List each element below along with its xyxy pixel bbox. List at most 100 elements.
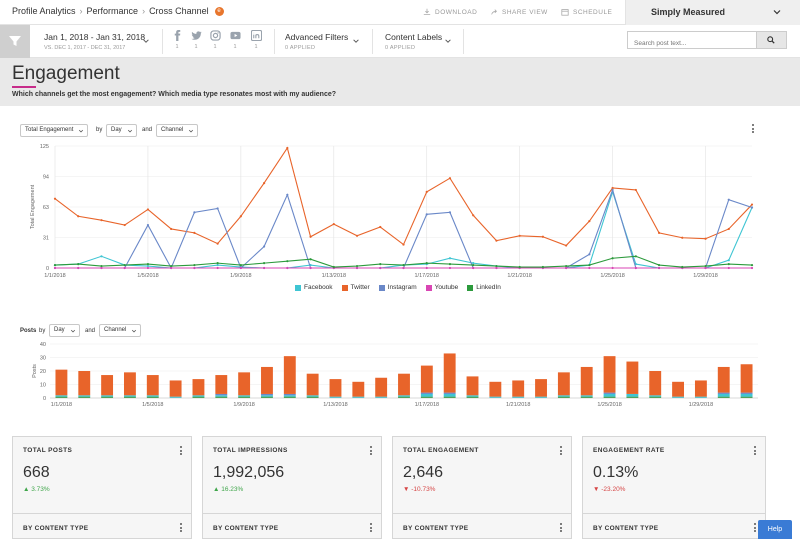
bar-segment-linkedin <box>261 396 273 398</box>
data-point-linkedin <box>402 263 405 267</box>
kpi-menu-icon[interactable] <box>754 446 757 456</box>
chevron-down-icon[interactable] <box>444 37 452 45</box>
posts-period-value: Day <box>54 327 65 333</box>
kpi-change-value: 16.23% <box>221 486 244 493</box>
advanced-filters-dropdown[interactable]: Advanced Filters 0 APPLIED <box>285 32 348 51</box>
kpi-menu-icon[interactable] <box>370 446 373 456</box>
schedule-label: SCHEDULE <box>573 8 613 16</box>
bar-segment-twitter <box>169 380 182 397</box>
data-point-linkedin <box>518 265 521 269</box>
kpi-menu-icon[interactable] <box>180 446 183 456</box>
bar-segment-facebook <box>649 395 662 397</box>
legend-item-linkedin[interactable]: LinkedIn <box>467 284 501 291</box>
date-range-picker[interactable]: Jan 1, 2018 - Jan 31, 2018 VS. DEC 1, 20… <box>44 32 145 51</box>
bar-segment-instagram <box>740 392 753 394</box>
data-point-facebook <box>100 255 103 258</box>
kpi-label: TOTAL POSTS <box>23 447 73 454</box>
bar-segment-facebook <box>443 393 456 397</box>
data-point-twitter <box>77 215 80 218</box>
help-button[interactable]: Help <box>758 520 792 539</box>
metric-select[interactable]: Total Engagement <box>20 124 89 137</box>
kpi-sub-menu-icon[interactable] <box>180 523 183 533</box>
data-point-twitter <box>170 227 173 231</box>
data-point-youtube <box>425 266 428 270</box>
legend-item-instagram[interactable]: Instagram <box>378 284 417 291</box>
data-point-linkedin <box>100 264 103 268</box>
advanced-filters-label: Advanced Filters <box>285 32 349 42</box>
bar-segment-facebook <box>375 396 388 398</box>
bar-segment-twitter <box>398 373 410 396</box>
data-point-youtube <box>193 266 196 270</box>
breadcrumb-performance[interactable]: Performance <box>86 6 139 16</box>
data-point-linkedin <box>448 262 452 266</box>
series-line-instagram <box>55 188 753 270</box>
network-count: 1 <box>194 44 198 50</box>
data-point-linkedin <box>286 260 289 263</box>
network-linkedin[interactable]: 1 <box>250 30 262 50</box>
data-point-instagram <box>193 211 196 214</box>
series-line-twitter <box>54 146 753 247</box>
bar-segment-linkedin <box>283 396 296 398</box>
engagement-chart-menu-icon[interactable] <box>752 124 755 134</box>
y-tick-label: 40 <box>40 342 46 348</box>
by-label: by <box>39 328 46 334</box>
network-instagram[interactable]: 1 <box>209 30 221 50</box>
data-point-facebook <box>727 259 730 262</box>
data-point-twitter <box>750 203 754 206</box>
bar-segment-linkedin <box>649 396 662 398</box>
period-select[interactable]: Day <box>106 124 137 137</box>
kpi-sub-menu-icon[interactable] <box>560 523 563 533</box>
chevron-down-icon[interactable] <box>142 37 150 45</box>
schedule-button[interactable]: SCHEDULE <box>561 8 612 16</box>
legend-item-twitter[interactable]: Twitter <box>341 284 370 291</box>
network-twitter[interactable]: 1 <box>190 30 202 50</box>
posts-period-select[interactable]: Day <box>49 324 80 337</box>
data-point-twitter <box>588 220 591 223</box>
kpi-sub-label: BY CONTENT TYPE <box>403 525 469 532</box>
account-selector[interactable]: Simply Measured <box>625 0 800 25</box>
date-range: Jan 1, 2018 - Jan 31, 2018 <box>44 32 146 42</box>
share-view-button[interactable]: SHARE VIEW <box>490 8 548 16</box>
data-point-youtube <box>495 266 498 270</box>
data-point-linkedin <box>53 263 57 267</box>
legend-item-facebook[interactable]: Facebook <box>295 284 333 291</box>
divider <box>274 29 275 54</box>
kpi-label: TOTAL ENGAGEMENT <box>403 447 479 454</box>
bar-segment-twitter <box>283 356 296 394</box>
search-input[interactable] <box>628 35 753 52</box>
network-youtube[interactable]: 1 <box>229 30 241 50</box>
data-point-youtube <box>77 266 80 270</box>
arrow-up-icon: ▲ <box>213 486 222 493</box>
data-point-linkedin <box>77 262 80 266</box>
kpi-menu-icon[interactable] <box>560 446 563 456</box>
group-select-value: Channel <box>161 127 184 133</box>
content-labels-dropdown[interactable]: Content Labels 0 APPLIED <box>385 32 442 51</box>
kpi-sub-menu-icon[interactable] <box>754 523 757 533</box>
kpi-change: ▼ -10.73% <box>403 486 435 493</box>
legend-swatch <box>467 284 474 291</box>
data-point-facebook <box>448 257 452 260</box>
posts-group-select[interactable]: Channel <box>99 324 142 337</box>
chevron-down-icon <box>127 129 132 133</box>
group-select[interactable]: Channel <box>156 124 199 137</box>
funnel-icon <box>9 36 21 46</box>
bar-segment-twitter <box>146 375 159 396</box>
legend-item-youtube[interactable]: Youtube <box>425 284 458 291</box>
bar-segment-facebook <box>215 395 228 397</box>
data-point-youtube <box>123 266 126 270</box>
bar-segment-instagram <box>443 392 456 394</box>
chevron-down-icon[interactable] <box>352 37 360 45</box>
data-point-linkedin <box>309 258 312 261</box>
data-point-linkedin <box>495 264 498 268</box>
data-point-twitter <box>495 239 498 242</box>
bar-segment-linkedin <box>78 396 91 398</box>
breadcrumb-profile-analytics[interactable]: Profile Analytics <box>12 6 76 16</box>
search-button[interactable] <box>756 32 786 48</box>
network-facebook[interactable]: 1 <box>171 30 183 50</box>
breadcrumb-separator: › <box>79 6 83 16</box>
x-tick-label: 1/25/2018 <box>600 273 624 279</box>
filter-toggle-button[interactable] <box>0 25 30 58</box>
kpi-sub-menu-icon[interactable] <box>370 523 373 533</box>
download-button[interactable]: DOWNLOAD <box>423 8 477 16</box>
posts-label: Posts <box>20 328 37 334</box>
